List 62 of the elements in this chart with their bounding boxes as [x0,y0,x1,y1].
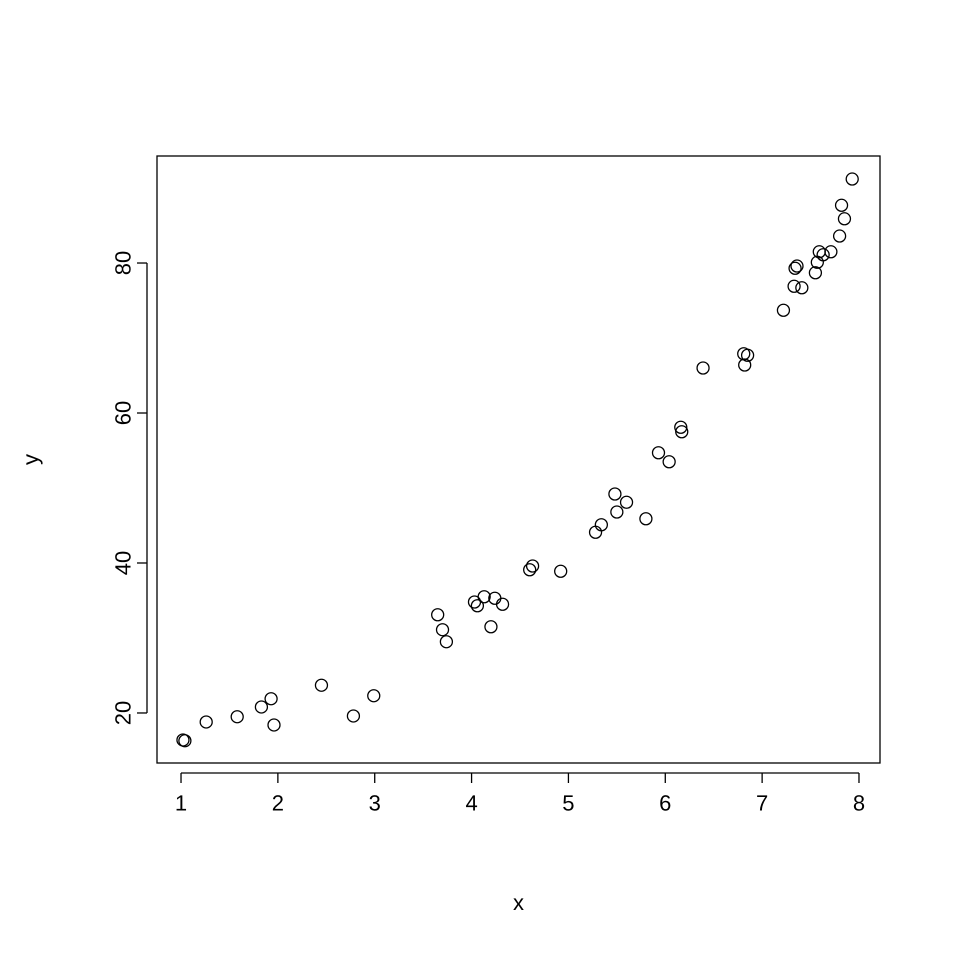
point [436,623,450,636]
point [526,559,540,573]
x-tick-label: 7 [756,790,768,816]
y-tick-label: 60 [110,400,136,426]
point [588,526,602,539]
y-tick-label: 80 [110,250,136,276]
point [468,595,482,609]
point [610,505,624,519]
point [795,281,808,294]
point [737,347,750,360]
point [594,518,608,532]
point [470,599,484,612]
point [790,259,804,273]
point [846,172,859,186]
point [230,710,244,724]
point [484,620,498,634]
point [314,678,328,692]
point [788,262,802,275]
point [675,425,688,438]
point [652,446,666,460]
x-tick-label: 1 [174,790,188,816]
point [346,709,360,723]
point [431,608,444,622]
point [254,700,268,714]
point [787,280,801,293]
x-tick-label: 5 [562,790,575,816]
y-tick-label: 40 [110,550,136,576]
point [488,592,502,605]
x-axis-title: x [513,890,524,915]
point [824,245,838,258]
point [523,563,536,576]
point [478,590,491,604]
point [696,361,710,375]
y-tick-label: 20 [110,700,136,726]
point [620,496,634,509]
point [776,304,790,317]
point [832,229,846,243]
point [608,487,622,501]
point [200,715,213,729]
point [838,212,852,226]
point [738,358,752,372]
x-tick-label: 2 [272,790,284,816]
x-tick-label: 8 [852,790,866,816]
point [740,348,754,362]
point [367,689,380,702]
point [834,198,848,212]
x-tick-label: 4 [465,790,478,816]
point [662,455,676,468]
y-axis-title: y [18,454,43,465]
point [816,248,830,262]
x-tick-label: 6 [659,790,672,816]
x-tick-label: 3 [368,790,381,816]
point [808,266,822,280]
point [554,564,568,578]
point [264,692,278,706]
point [496,598,510,611]
point [267,718,281,732]
point [812,245,826,258]
point [440,635,454,648]
point [810,256,824,269]
point [674,420,688,434]
point [639,512,653,526]
